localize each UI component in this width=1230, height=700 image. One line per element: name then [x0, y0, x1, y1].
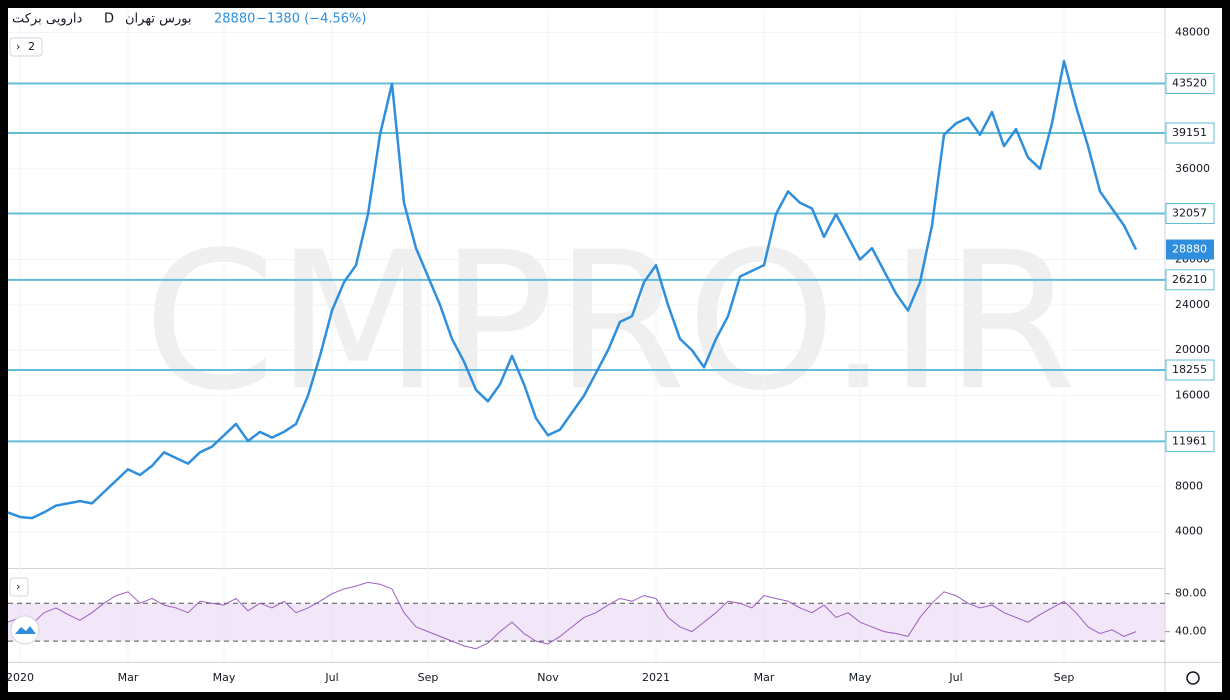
y-tick-label: 4000: [1175, 525, 1203, 538]
logo: [10, 615, 40, 645]
level-label: 11961: [1172, 434, 1207, 447]
y-tick-label: 80.00: [1175, 587, 1207, 600]
x-tick-label: Sep: [1054, 671, 1075, 684]
level-label: 32057: [1172, 206, 1207, 219]
plot: [7, 59, 1165, 650]
y-tick-label: 24000: [1175, 298, 1210, 311]
last-price: 28880: [214, 12, 255, 27]
x-tick-label: Nov: [537, 671, 559, 684]
interval: D: [104, 12, 114, 27]
watermark: CMPRO.IR: [143, 211, 1077, 432]
settings[interactable]: [1186, 671, 1200, 685]
last-price-box: [1166, 239, 1214, 260]
rsi-band: [8, 603, 1165, 642]
rsi-toggle[interactable]: [9, 577, 29, 597]
price-change: −1380 (−4.56%): [256, 12, 366, 27]
rsi-line: [7, 581, 1137, 650]
level-label-box: [1165, 269, 1215, 291]
level-label: 26210: [1172, 273, 1207, 286]
y-tick-label: 8000: [1175, 479, 1203, 492]
level-label-box: [1165, 359, 1215, 381]
level-label-box: [1165, 122, 1215, 144]
grid: [8, 10, 1165, 662]
chevron: ›: [16, 580, 20, 593]
x-tick-label: 2020: [6, 671, 34, 684]
level-label: 43520: [1172, 76, 1207, 89]
level-label-box: [1165, 202, 1215, 224]
exchange: بورس تهران: [125, 12, 192, 27]
x-tick-label: Jul: [948, 671, 962, 684]
y-tick-label: 20000: [1175, 343, 1210, 356]
x-tick-label: 2021: [642, 671, 670, 684]
price-line: [7, 59, 1138, 520]
level-label-box: [1165, 72, 1215, 94]
indicator-count: 2: [28, 40, 35, 53]
x-tick-label: Mar: [118, 671, 139, 684]
level-label: 39151: [1172, 126, 1207, 139]
indicator-toggle[interactable]: [9, 37, 43, 57]
logo-icon: [15, 626, 36, 634]
level-label: 18255: [1172, 363, 1207, 376]
x-tick-label: May: [213, 671, 236, 684]
y-tick-label: 40.00: [1175, 625, 1207, 638]
axes: 4000800016000200002400028000360004800020…: [6, 26, 1215, 684]
x-tick-label: Mar: [754, 671, 775, 684]
y-tick-label: 48000: [1175, 26, 1210, 39]
y-tick-label: 16000: [1175, 389, 1210, 402]
x-tick-label: Jul: [324, 671, 338, 684]
chevron: ›: [16, 40, 20, 53]
y-tick-label: 36000: [1175, 162, 1210, 175]
last-price-label: 28880: [1172, 243, 1207, 256]
x-tick-label: May: [849, 671, 872, 684]
symbol-name: دارویی برکت: [12, 12, 82, 27]
level-label-box: [1165, 430, 1215, 452]
x-tick-label: Sep: [418, 671, 439, 684]
